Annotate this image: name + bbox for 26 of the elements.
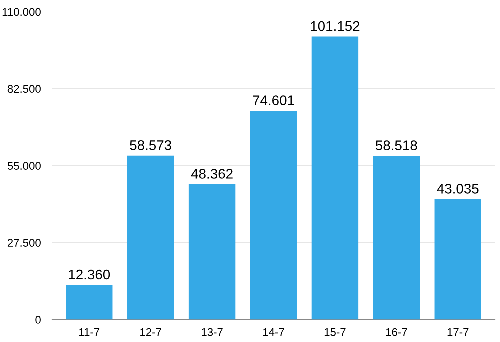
x-tick-label: 17-7 [448, 328, 469, 336]
data-label: 12.360 [69, 270, 110, 280]
data-label: 58.518 [376, 140, 418, 151]
y-tick-label: 0 [36, 316, 41, 324]
data-label: 58.573 [130, 140, 172, 150]
bar [250, 111, 298, 320]
bar [66, 285, 113, 320]
bar [434, 199, 482, 320]
y-tick-label: 27.500 [8, 239, 41, 247]
y-tick-label: 55.000 [8, 162, 41, 170]
x-tick-label: 14-7 [263, 328, 284, 336]
y-tick-label: 110.000 [2, 8, 41, 16]
data-label: 74.601 [253, 96, 294, 106]
x-tick-label: 11-7 [80, 328, 100, 336]
bar [373, 156, 420, 320]
bar [312, 36, 359, 320]
x-tick-label: 12-7 [140, 328, 162, 336]
bar [188, 184, 236, 320]
data-label: 48.362 [191, 169, 233, 179]
data-label: 43.035 [437, 184, 479, 194]
y-tick-label: 82.500 [8, 85, 41, 94]
x-tick-label: 15-7 [324, 328, 346, 336]
bar [127, 156, 174, 320]
data-label: 101.152 [311, 21, 360, 32]
x-tick-label: 16-7 [386, 328, 408, 336]
x-tick-label: 13-7 [202, 328, 223, 336]
